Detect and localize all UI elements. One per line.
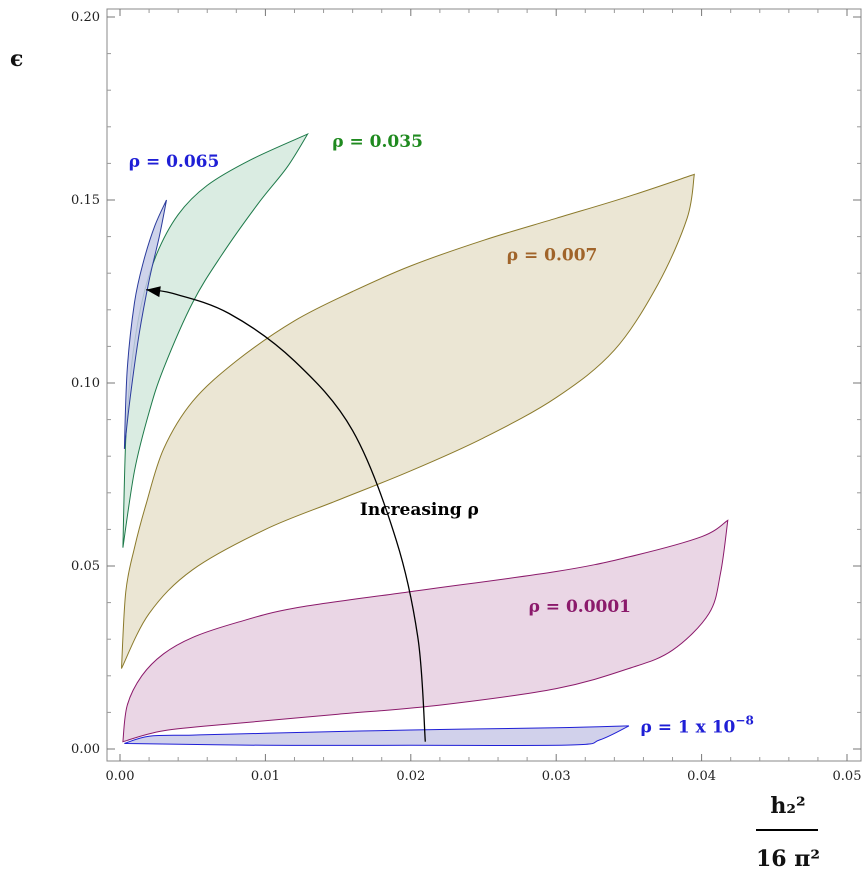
y-tick-label: 0.00 [71, 742, 100, 757]
series-label-0: ρ = 1 x 10−8 [641, 714, 754, 738]
series-label-superscript: −8 [735, 714, 753, 728]
x-tick-label: 0.03 [542, 769, 571, 784]
arrow-head [146, 286, 161, 298]
x-tick-label: 0.02 [396, 769, 425, 784]
x-tick-label: 0.05 [833, 769, 862, 784]
increasing-rho-label: Increasing ρ [360, 500, 479, 520]
increasing-rho-arrow [146, 289, 426, 742]
region-series-2 [121, 173, 695, 669]
axis-ticks: 0.00 0.01 0.02 0.03 0.04 0.05 0.00 0.05 0.10 0.15… [71, 9, 861, 784]
x-tick-label: 0.04 [687, 769, 716, 784]
x-axis-label: h₂² 16 π² [756, 793, 820, 872]
y-axis-label: ϵ [10, 46, 23, 72]
series-label-2: ρ = 0.007 [507, 245, 598, 265]
y-tick-label: 0.05 [71, 559, 100, 574]
region-series-4 [123, 199, 167, 449]
plot-frame [106, 8, 862, 762]
series-label-4: ρ = 0.065 [129, 152, 220, 172]
x-tick-label: 0.00 [106, 769, 135, 784]
region-fills [121, 132, 729, 746]
y-tick-label: 0.10 [71, 376, 100, 391]
region-series-1 [122, 519, 729, 743]
series-label-1: ρ = 0.0001 [529, 597, 631, 617]
x-axis-label-denominator: 16 π² [756, 846, 820, 872]
y-tick-label: 0.20 [71, 10, 100, 25]
y-tick-label: 0.15 [71, 193, 100, 208]
annotation-group: Increasing ρ [146, 286, 479, 742]
x-tick-label: 0.01 [251, 769, 280, 784]
series-label-3: ρ = 0.035 [332, 132, 423, 152]
x-axis-label-numerator: h₂² [770, 793, 805, 819]
region-series-0 [124, 725, 630, 746]
series-labels: ρ = 1 x 10−8 ρ = 0.0001 ρ = 0.007 ρ = 0.035… [129, 132, 754, 738]
